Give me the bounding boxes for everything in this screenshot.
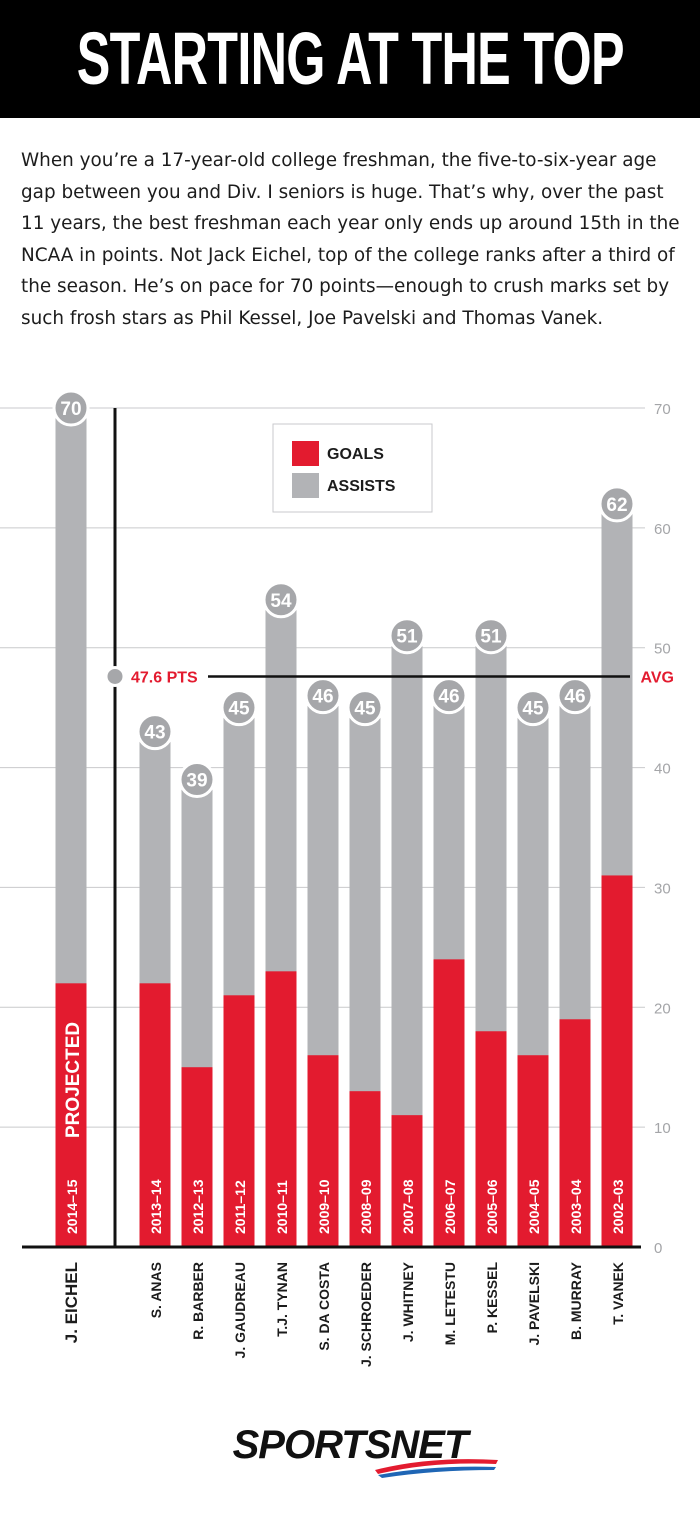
logo-swoosh-blue — [378, 1466, 496, 1478]
total-bubble — [262, 581, 300, 619]
goals-bar — [223, 995, 255, 1247]
season-label: 2002–03 — [610, 1179, 626, 1234]
legend-label-goals: GOALS — [327, 446, 384, 463]
player-label: J. SCHROEDER — [358, 1262, 374, 1367]
season-label: 2005–06 — [484, 1179, 500, 1234]
player-label: J. EICHEL — [62, 1262, 81, 1343]
y-tick-label: 50 — [654, 641, 671, 658]
season-label: 2009–10 — [316, 1179, 332, 1234]
total-bubble — [178, 761, 216, 799]
header-bar: STARTING AT THE TOP — [0, 0, 700, 118]
total-label: 70 — [60, 399, 81, 420]
season-label: 2008–09 — [358, 1179, 374, 1234]
goals-bar — [265, 971, 297, 1247]
average-marker — [104, 665, 126, 687]
total-label: 46 — [438, 687, 459, 708]
total-bubble — [514, 689, 552, 727]
y-tick-label: 40 — [654, 761, 671, 778]
total-bubble — [346, 689, 384, 727]
season-label: 2006–07 — [442, 1179, 458, 1234]
season-label: 2003–04 — [568, 1179, 584, 1234]
legend-swatch-goals — [292, 441, 319, 466]
total-label: 51 — [396, 627, 418, 648]
player-label: J. PAVELSKI — [526, 1262, 542, 1346]
season-label: 2013–14 — [148, 1179, 164, 1234]
total-label: 43 — [144, 723, 165, 744]
total-label: 45 — [522, 699, 544, 720]
goals-bar — [433, 959, 465, 1247]
total-bubble — [136, 713, 174, 751]
player-label: P. KESSEL — [484, 1262, 500, 1334]
goals-bar — [307, 1055, 339, 1247]
sportsnet-wordmark: SPORTSNET — [233, 1423, 472, 1467]
total-label: 39 — [186, 771, 207, 792]
legend-label-assists: ASSISTS — [327, 478, 396, 495]
legend-swatch-assists — [292, 473, 319, 498]
player-label: T. VANEK — [610, 1262, 626, 1325]
y-tick-label: 70 — [654, 401, 671, 418]
total-bubble — [388, 617, 426, 655]
season-label: 2004–05 — [526, 1179, 542, 1234]
projected-label: PROJECTED — [63, 1022, 84, 1138]
goals-bar — [139, 983, 171, 1247]
total-bubble — [472, 617, 510, 655]
goals-bar — [181, 1067, 213, 1247]
player-label: J. WHITNEY — [400, 1261, 416, 1342]
y-tick-label: 10 — [654, 1120, 671, 1137]
total-label: 46 — [312, 687, 333, 708]
total-label: 54 — [270, 591, 292, 612]
player-label: S. ANAS — [148, 1262, 164, 1318]
sportsnet-logo: SPORTSNET — [233, 1423, 498, 1478]
average-tag: AVG — [641, 669, 674, 686]
season-label: 2012–13 — [190, 1179, 206, 1234]
total-label: 62 — [606, 495, 627, 516]
y-tick-label: 30 — [654, 880, 671, 897]
legend-box — [272, 423, 433, 513]
total-label: 51 — [480, 627, 502, 648]
goals-bar — [391, 1115, 423, 1247]
total-bubble — [430, 677, 468, 715]
y-tick-label: 60 — [654, 521, 671, 538]
intro-paragraph: When you’re a 17-year-old college freshm… — [21, 150, 680, 329]
season-label: 2014–15 — [64, 1179, 80, 1234]
average-value-label: 47.6 PTS — [131, 669, 198, 686]
season-label: 2010–11 — [274, 1180, 290, 1234]
season-label: 2011–12 — [232, 1180, 248, 1234]
player-label: M. LETESTU — [442, 1262, 458, 1345]
player-label: T.J. TYNAN — [274, 1262, 290, 1337]
goals-bar — [349, 1091, 381, 1247]
player-label: B. MURRAY — [568, 1261, 584, 1340]
points-chart: 0 10 20 30 40 50 60 70 70 2014–15 J. EICHEL 43 2013–… — [0, 389, 674, 1367]
total-label: 46 — [564, 687, 585, 708]
goals-bar — [475, 1031, 507, 1247]
page-title: STARTING AT THE TOP — [76, 17, 624, 100]
total-bubble — [304, 677, 342, 715]
player-label: J. GAUDREAU — [232, 1262, 248, 1358]
total-label: 45 — [354, 699, 376, 720]
logo-swoosh-red — [375, 1459, 498, 1474]
player-label: S. DA COSTA — [316, 1262, 332, 1351]
player-label: R. BARBER — [190, 1262, 206, 1340]
goals-bar — [517, 1055, 549, 1247]
y-tick-label: 20 — [654, 1000, 671, 1017]
goals-bar — [559, 1019, 591, 1247]
y-tick-label: 0 — [654, 1240, 662, 1257]
total-bubble — [52, 389, 90, 427]
total-bubble — [556, 677, 594, 715]
season-label: 2007–08 — [400, 1179, 416, 1234]
total-label: 45 — [228, 699, 250, 720]
goals-bar — [55, 983, 87, 1247]
goals-bar — [601, 875, 633, 1247]
total-bubble — [598, 485, 636, 523]
total-bubble — [220, 689, 258, 727]
